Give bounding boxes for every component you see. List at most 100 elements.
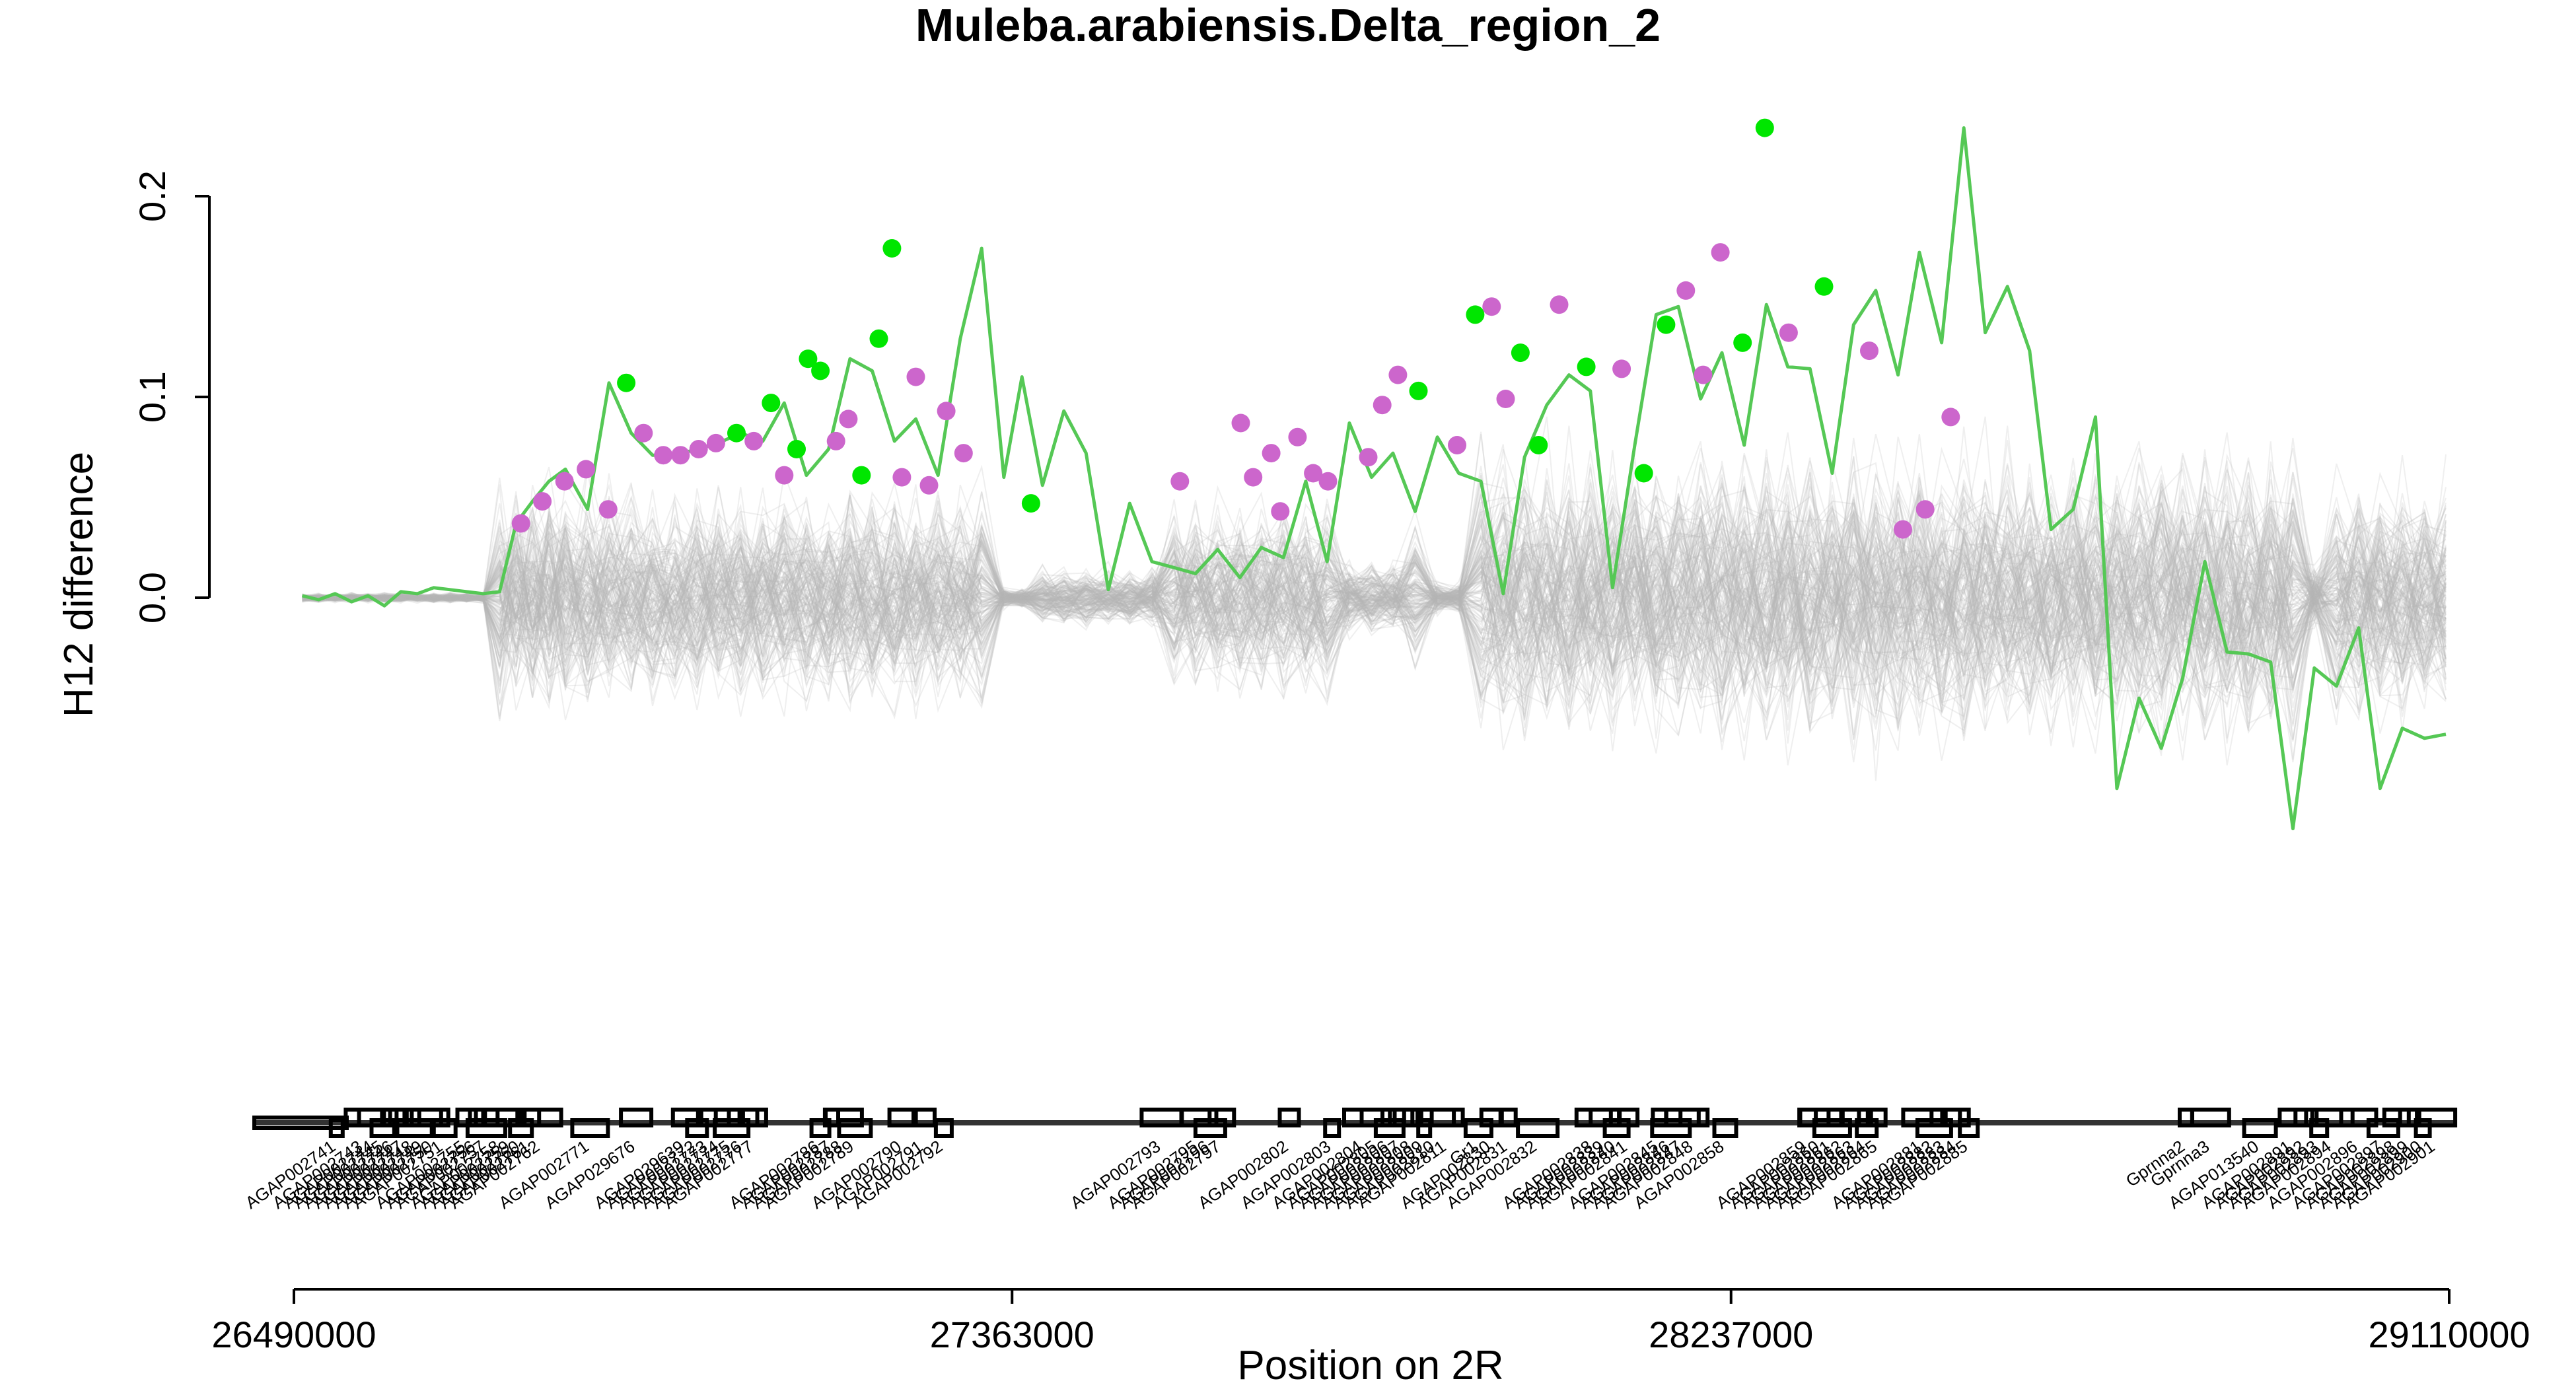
permutation-line: [302, 456, 2447, 781]
permutation-line: [302, 485, 2447, 697]
secondary-point: [1860, 341, 1878, 361]
gene-box: [1869, 1108, 1888, 1127]
permutation-line: [302, 453, 2447, 742]
permutation-line: [302, 480, 2447, 732]
gene-box: [392, 1118, 436, 1138]
secondary-point: [826, 431, 845, 450]
secondary-point: [1448, 436, 1466, 454]
permutation-line: [302, 497, 2447, 699]
gene-box: [912, 1108, 937, 1127]
secondary-point: [577, 460, 596, 479]
gene-box: [713, 1118, 751, 1138]
permutation-line: [302, 512, 2447, 748]
significant-point: [1634, 464, 1653, 483]
permutation-line: [302, 482, 2447, 703]
permutation-line: [302, 503, 2447, 734]
permutation-line: [302, 477, 2447, 732]
y-tick-label: 0.2: [131, 170, 173, 222]
permutation-line: [302, 464, 2447, 708]
gene-box: [2414, 1118, 2432, 1138]
permutation-line: [302, 501, 2447, 727]
y-tick-label: 0.1: [131, 371, 173, 423]
permutation-line: [302, 482, 2447, 705]
significant-point: [882, 239, 902, 258]
permutation-line: [302, 416, 2447, 709]
gene-box: [2293, 1108, 2319, 1127]
chart-title: Muleba.arabiensis.Delta_region_2: [915, 0, 1661, 51]
permutation-line: [302, 497, 2447, 761]
permutation-line: [302, 485, 2447, 703]
secondary-point: [744, 431, 764, 450]
secondary-point: [1373, 396, 1392, 415]
secondary-point: [533, 492, 552, 511]
gene-box: [1855, 1118, 1879, 1138]
x-tick-label: 26490000: [211, 1314, 376, 1355]
secondary-point: [954, 444, 973, 463]
gene-box: [1207, 1108, 1236, 1127]
permutation-line: [302, 500, 2447, 720]
x-tick-label: 27363000: [930, 1314, 1094, 1355]
secondary-point: [511, 514, 530, 533]
secondary-point: [775, 466, 794, 485]
permutation-line: [302, 472, 2447, 742]
significant-point: [1657, 315, 1676, 334]
permutation-line: [302, 501, 2447, 718]
permutation-line: [302, 447, 2447, 690]
gene-box: [1402, 1108, 1423, 1127]
permutation-line: [302, 487, 2447, 701]
secondary-point: [689, 440, 708, 458]
gene-box: [429, 1118, 458, 1138]
gene-box: [1323, 1118, 1342, 1138]
permutation-line: [302, 462, 2447, 697]
permutation-line: [302, 448, 2447, 761]
permutation-line: [302, 458, 2447, 729]
permutation-line: [302, 485, 2447, 729]
permutation-line: [302, 475, 2447, 713]
gene-box: [822, 1108, 864, 1127]
permutation-line: [302, 472, 2447, 726]
gene-box: [1712, 1118, 1738, 1138]
secondary-point: [906, 367, 925, 386]
permutation-line: [302, 476, 2447, 750]
gene-box: [1463, 1118, 1493, 1138]
permutation-line: [302, 466, 2447, 708]
permutation-line: [302, 500, 2447, 720]
permutation-line: [302, 478, 2447, 717]
gene-box: [1498, 1108, 1518, 1127]
gene-box: [809, 1118, 832, 1138]
gene-box: [2277, 1108, 2308, 1127]
permutation-lines: [302, 416, 2447, 781]
permutation-line: [302, 485, 2447, 729]
permutation-line: [302, 440, 2447, 718]
permutation-line: [302, 466, 2447, 736]
x-axis-label: Position on 2R: [1237, 1343, 1503, 1387]
permutation-line: [302, 463, 2447, 725]
y-tick-label: 0.0: [131, 572, 173, 623]
permutation-line: [302, 472, 2447, 719]
gene-box: [2339, 1108, 2379, 1127]
permutation-line: [302, 462, 2447, 715]
permutation-line: [302, 481, 2447, 713]
permutation-line: [302, 495, 2447, 692]
permutation-line: [302, 462, 2447, 707]
gene-box: [2310, 1108, 2355, 1127]
gene-box: [1915, 1118, 1953, 1138]
secondary-point: [1170, 472, 1190, 491]
secondary-point: [1779, 323, 1798, 342]
secondary-point: [1612, 359, 1631, 378]
gene-box: [1617, 1108, 1640, 1127]
gene-box: [1602, 1118, 1631, 1138]
gene-box: [685, 1118, 709, 1138]
permutation-line: [302, 507, 2447, 688]
significant-point: [1814, 277, 1834, 296]
permutation-line: [302, 468, 2447, 750]
permutation-line: [302, 489, 2447, 752]
secondary-point: [839, 409, 858, 429]
permutation-line: [302, 474, 2447, 703]
secondary-point: [706, 433, 725, 452]
permutation-line: [302, 488, 2447, 697]
secondary-point: [892, 468, 912, 487]
permutation-line: [302, 432, 2447, 750]
observed-series: [301, 118, 2447, 831]
permutation-line: [302, 489, 2447, 734]
